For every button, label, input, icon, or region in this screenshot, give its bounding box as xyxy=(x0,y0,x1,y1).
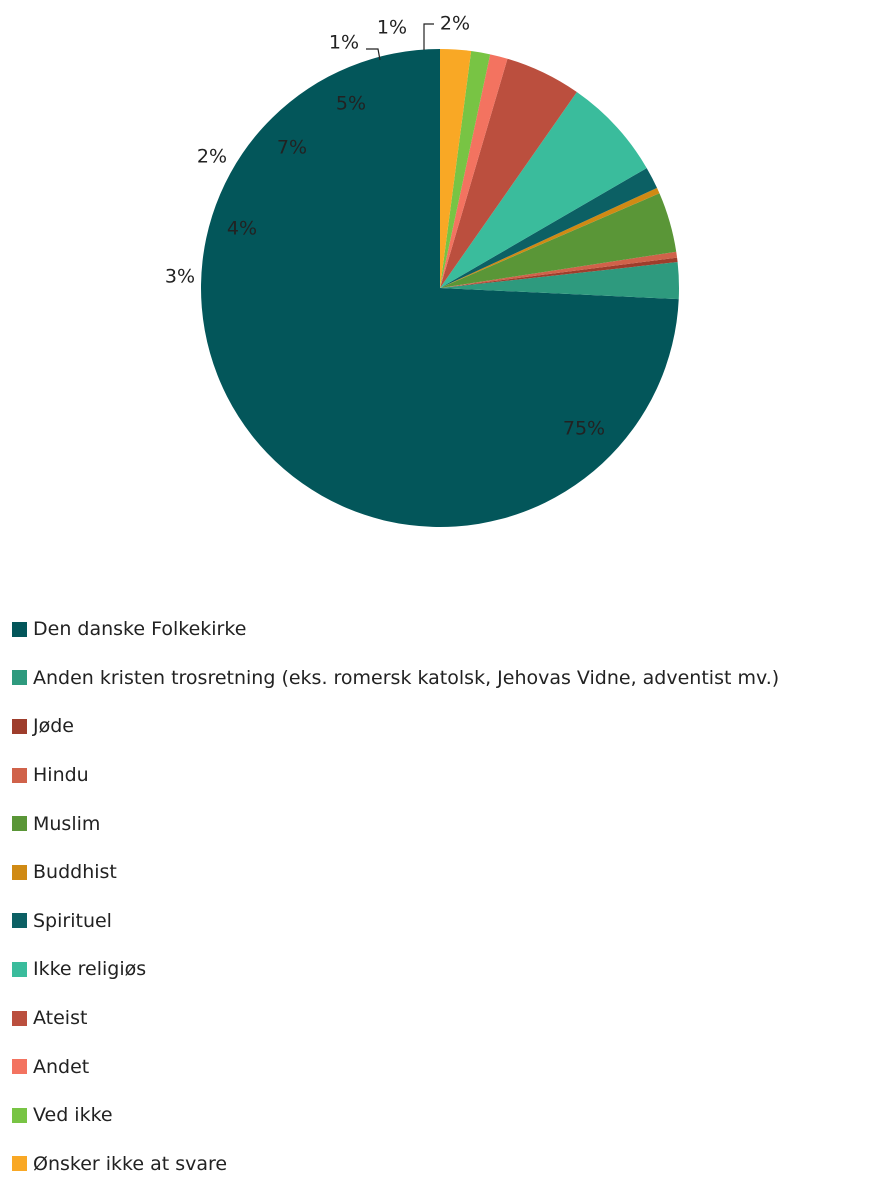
legend-swatch xyxy=(12,961,27,977)
leader-line xyxy=(423,23,434,50)
leader-line xyxy=(366,48,381,61)
legend-item: Ikke religiøs xyxy=(12,945,779,994)
legend-label: Spirituel xyxy=(33,909,112,932)
legend-item: Ateist xyxy=(12,994,779,1043)
legend-item: Andet xyxy=(12,1042,779,1091)
legend-label: Buddhist xyxy=(33,861,117,884)
slice-data-label: 4% xyxy=(227,218,257,240)
pie-slice xyxy=(440,193,677,288)
pie-slice xyxy=(440,49,472,288)
pie-slice xyxy=(440,187,660,288)
legend-swatch xyxy=(12,864,27,880)
slice-data-label: 2% xyxy=(197,146,227,168)
slice-data-label: 5% xyxy=(336,93,366,115)
pie-slice xyxy=(440,168,658,288)
legend-label: Hindu xyxy=(33,764,89,787)
legend-item: Muslim xyxy=(12,799,779,848)
legend-label: Ikke religiøs xyxy=(33,958,147,981)
slice-data-label: 75% xyxy=(563,418,605,440)
data-labels: 75% 3% 4% 2% 7% 5% 1% 1% 2% xyxy=(165,13,605,440)
slice-data-label: 3% xyxy=(165,266,195,288)
legend-swatch xyxy=(12,621,27,637)
legend-swatch xyxy=(12,1107,27,1123)
legend-swatch xyxy=(12,767,27,783)
leader-lines xyxy=(366,23,434,61)
pie-slice xyxy=(440,251,678,288)
legend-label: Ateist xyxy=(33,1007,88,1030)
pie-slice xyxy=(440,262,680,300)
legend-label: Den danske Folkekirke xyxy=(33,618,247,641)
legend-label: Jøde xyxy=(33,715,74,738)
pie-chart: 75% 3% 4% 2% 7% 5% 1% 1% 2% xyxy=(165,13,680,527)
legend-item: Buddhist xyxy=(12,848,779,897)
pie-slice xyxy=(440,58,577,288)
legend-item: Hindu xyxy=(12,751,779,800)
pie-slice xyxy=(440,51,491,288)
legend-item: Anden kristen trosretning (eks. romersk … xyxy=(12,654,779,703)
slice-data-label: 1% xyxy=(329,32,359,54)
legend-label: Ønsker ikke at svare xyxy=(33,1152,228,1175)
legend-swatch xyxy=(12,1156,27,1172)
legend-label: Anden kristen trosretning (eks. romersk … xyxy=(33,666,780,689)
legend: Den danske Folkekirke Anden kristen trosr… xyxy=(12,605,779,1188)
slice-data-label: 2% xyxy=(440,13,470,35)
legend-swatch xyxy=(12,718,27,734)
legend-item: Ved ikke xyxy=(12,1091,779,1140)
legend-label: Muslim xyxy=(33,812,101,835)
pie-slice xyxy=(440,257,678,288)
legend-label: Andet xyxy=(33,1055,90,1078)
pie-slice xyxy=(440,92,647,288)
pie-slice xyxy=(201,49,679,527)
pie-slice xyxy=(440,54,508,288)
legend-swatch xyxy=(12,1059,27,1075)
legend-label: Ved ikke xyxy=(33,1104,113,1127)
legend-item: Spirituel xyxy=(12,897,779,946)
legend-swatch xyxy=(12,1010,27,1026)
slice-data-label: 7% xyxy=(277,137,307,159)
legend-item: Ønsker ikke at svare xyxy=(12,1140,779,1188)
pie-slices xyxy=(201,49,680,527)
legend-item: Den danske Folkekirke xyxy=(12,605,779,654)
legend-item: Jøde xyxy=(12,702,779,751)
slice-data-label: 1% xyxy=(377,17,407,39)
legend-swatch xyxy=(12,670,27,686)
legend-swatch xyxy=(12,913,27,929)
legend-swatch xyxy=(12,816,27,832)
